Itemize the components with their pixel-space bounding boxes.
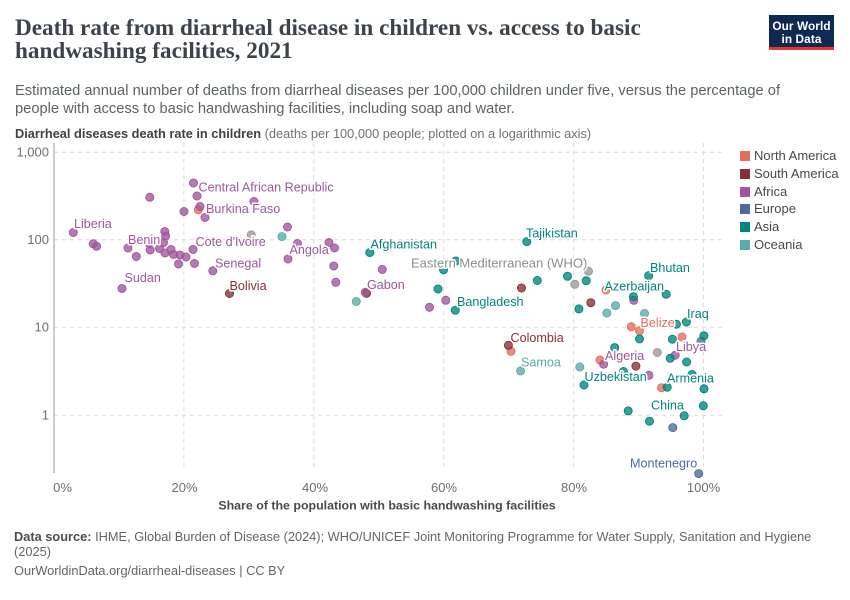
svg-text:Liberia: Liberia bbox=[74, 217, 112, 231]
svg-text:Gabon: Gabon bbox=[367, 278, 405, 292]
svg-text:60%: 60% bbox=[431, 480, 457, 495]
svg-text:Bhutan: Bhutan bbox=[650, 261, 690, 275]
svg-text:Cote d'Ivoire: Cote d'Ivoire bbox=[196, 235, 266, 249]
svg-text:100%: 100% bbox=[687, 480, 721, 495]
svg-text:Eastern Mediterranean (WHO): Eastern Mediterranean (WHO) bbox=[411, 256, 587, 271]
svg-text:20%: 20% bbox=[171, 480, 197, 495]
svg-text:Bangladesh: Bangladesh bbox=[457, 295, 524, 309]
svg-text:1,000: 1,000 bbox=[16, 145, 49, 160]
svg-text:10: 10 bbox=[35, 320, 49, 335]
svg-text:Iraq: Iraq bbox=[687, 307, 709, 321]
svg-text:1: 1 bbox=[42, 408, 49, 423]
svg-text:Afghanistan: Afghanistan bbox=[371, 238, 438, 252]
svg-text:Burkina Faso: Burkina Faso bbox=[206, 202, 280, 216]
svg-text:0%: 0% bbox=[53, 480, 72, 495]
svg-text:Bolivia: Bolivia bbox=[230, 279, 267, 293]
svg-text:Azerbaijan: Azerbaijan bbox=[605, 280, 665, 294]
svg-text:100: 100 bbox=[27, 232, 49, 247]
svg-text:Libya: Libya bbox=[676, 340, 706, 354]
svg-text:Angola: Angola bbox=[290, 243, 329, 257]
svg-text:Senegal: Senegal bbox=[215, 257, 261, 271]
svg-text:Tajikistan: Tajikistan bbox=[526, 227, 578, 241]
svg-text:Belize: Belize bbox=[641, 316, 675, 330]
svg-text:Uzbekistan: Uzbekistan bbox=[585, 370, 647, 384]
svg-text:40%: 40% bbox=[302, 480, 328, 495]
svg-text:Algeria: Algeria bbox=[605, 349, 644, 363]
svg-text:Benin: Benin bbox=[128, 233, 160, 247]
svg-text:Sudan: Sudan bbox=[125, 271, 161, 285]
svg-text:Samoa: Samoa bbox=[521, 356, 561, 370]
svg-text:Share of the population with b: Share of the population with basic handw… bbox=[218, 499, 555, 513]
svg-text:Montenegro: Montenegro bbox=[630, 457, 697, 471]
svg-text:Colombia: Colombia bbox=[511, 331, 564, 345]
svg-text:Central African Republic: Central African Republic bbox=[199, 181, 334, 195]
svg-text:China: China bbox=[651, 399, 684, 413]
svg-text:80%: 80% bbox=[561, 480, 587, 495]
svg-text:Armenia: Armenia bbox=[667, 372, 714, 386]
